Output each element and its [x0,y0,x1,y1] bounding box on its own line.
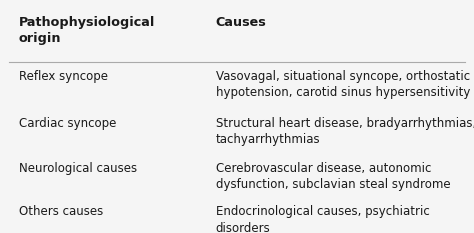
Text: Cerebrovascular disease, autonomic
dysfunction, subclavian steal syndrome: Cerebrovascular disease, autonomic dysfu… [216,162,450,192]
Text: Others causes: Others causes [19,205,103,218]
Text: Neurological causes: Neurological causes [19,162,137,175]
Text: Causes: Causes [216,16,266,29]
Text: Structural heart disease, bradyarrhythmias,
tachyarrhythmias: Structural heart disease, bradyarrhythmi… [216,116,474,146]
Text: Reflex syncope: Reflex syncope [19,70,108,83]
Text: Cardiac syncope: Cardiac syncope [19,116,116,130]
Text: Vasovagal, situational syncope, orthostatic
hypotension, carotid sinus hypersens: Vasovagal, situational syncope, orthosta… [216,70,470,99]
Text: Endocrinological causes, psychiatric
disorders: Endocrinological causes, psychiatric dis… [216,205,429,233]
Text: Pathophysiological
origin: Pathophysiological origin [19,16,155,45]
